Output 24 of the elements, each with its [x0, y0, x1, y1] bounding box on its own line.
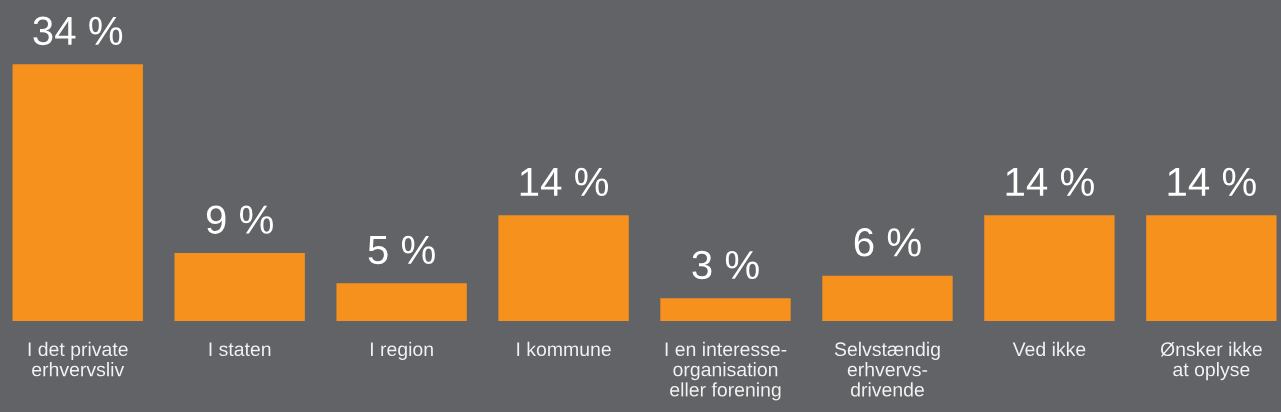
- data-label: 3 %: [692, 250, 759, 280]
- data-label: 14 %: [1168, 167, 1256, 197]
- x-tick-label: I region: [371, 341, 433, 360]
- data-label: 5 %: [368, 235, 435, 265]
- x-tick-label: I det private erhvervsliv: [28, 341, 128, 377]
- x-tick-label: I staten: [209, 342, 271, 357]
- x-tick-label: Ved ikke: [1012, 341, 1086, 357]
- data-label: 34 %: [33, 16, 123, 46]
- x-tick-label: Ønsker ikke at oplyse: [1160, 341, 1262, 381]
- bar: [822, 275, 953, 321]
- data-label: 9 %: [206, 205, 273, 234]
- bar: [174, 253, 305, 321]
- bar: [12, 64, 143, 321]
- bar: [660, 298, 791, 321]
- data-label: 14 %: [520, 167, 609, 197]
- bar: [498, 215, 629, 321]
- bar: [984, 215, 1115, 321]
- data-label: 14 %: [1006, 167, 1094, 197]
- bar: [336, 283, 467, 321]
- x-tick-label: Selvstændig erhvervs- drivende: [834, 341, 940, 397]
- x-tick-label: I en interesse- organisation eller forening: [665, 341, 787, 401]
- bar: [1146, 215, 1277, 321]
- x-tick-label: I kommune: [517, 341, 611, 357]
- data-label: 6 %: [854, 228, 921, 257]
